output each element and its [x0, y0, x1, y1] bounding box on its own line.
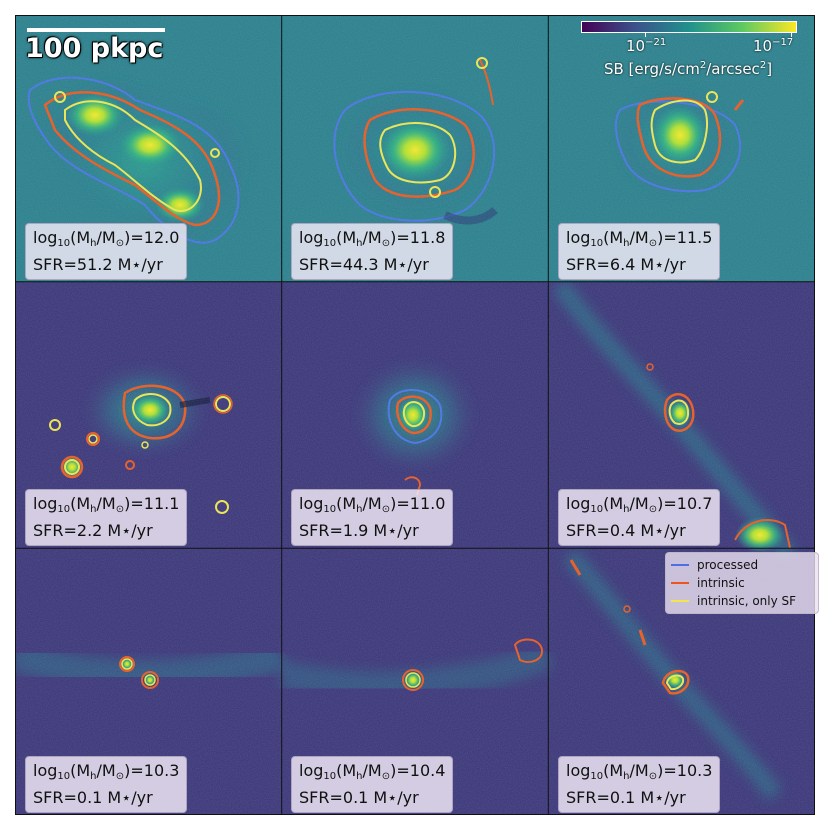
sfr-label: SFR=0.1 M⋆/yr	[33, 788, 153, 807]
legend-label: processed	[697, 558, 759, 572]
panel-label-4: log10(Mh/M⊙)=11.1 SFR=2.2 M⋆/yr	[25, 489, 188, 546]
colorbar-tick	[645, 32, 646, 37]
halo-mass-label: log10(Mh/M⊙)=12.0	[33, 228, 180, 249]
panel-label-1: log10(Mh/M⊙)=12.0 SFR=51.2 M⋆/yr	[25, 223, 188, 280]
halo-mass-label: log10(Mh/M⊙)=11.5	[566, 228, 713, 249]
panel-label-3: log10(Mh/M⊙)=11.5 SFR=6.4 M⋆/yr	[558, 223, 721, 280]
sfr-label: SFR=44.3 M⋆/yr	[299, 255, 429, 274]
colorbar	[581, 21, 797, 33]
sfr-label: SFR=0.1 M⋆/yr	[566, 788, 686, 807]
legend-item-intrinsic: intrinsic	[671, 574, 813, 592]
legend-label: intrinsic	[697, 576, 745, 590]
legend-swatch	[671, 600, 689, 602]
halo-mass-label: log10(Mh/M⊙)=11.8	[299, 228, 446, 249]
sfr-label: SFR=51.2 M⋆/yr	[33, 255, 163, 274]
sfr-label: SFR=6.4 M⋆/yr	[566, 255, 686, 274]
sfr-label: SFR=0.1 M⋆/yr	[299, 788, 419, 807]
panel-label-7: log10(Mh/M⊙)=10.3 SFR=0.1 M⋆/yr	[25, 756, 188, 813]
halo-mass-label: log10(Mh/M⊙)=11.0	[299, 494, 446, 515]
halo-mass-label: log10(Mh/M⊙)=10.3	[566, 761, 713, 782]
map-image	[15, 15, 815, 815]
halo-mass-label: log10(Mh/M⊙)=10.3	[33, 761, 180, 782]
panel-label-6: log10(Mh/M⊙)=10.7 SFR=0.4 M⋆/yr	[558, 489, 721, 546]
colorbar-title: SB [erg/s/cm2/arcsec2]	[603, 60, 773, 78]
halo-mass-label: log10(Mh/M⊙)=10.7	[566, 494, 713, 515]
halo-mass-label: log10(Mh/M⊙)=10.4	[299, 761, 446, 782]
legend: processed intrinsic intrinsic, only SF	[665, 552, 819, 614]
colorbar-tick-label-high: 10−17	[753, 37, 794, 55]
legend-swatch	[671, 582, 689, 584]
sfr-label: SFR=2.2 M⋆/yr	[33, 521, 153, 540]
sfr-label: SFR=1.9 M⋆/yr	[299, 521, 419, 540]
scale-bar-label: 100 pkpc	[25, 33, 164, 64]
scale-bar	[27, 28, 165, 32]
legend-item-intrinsic-sf: intrinsic, only SF	[671, 592, 813, 610]
legend-item-processed: processed	[671, 556, 813, 574]
panel-label-5: log10(Mh/M⊙)=11.0 SFR=1.9 M⋆/yr	[291, 489, 454, 546]
panel-grid: 100 pkpc 10−21 10−17 SB [erg/s/cm2/arcse…	[15, 15, 819, 815]
panel-label-8: log10(Mh/M⊙)=10.4 SFR=0.1 M⋆/yr	[291, 756, 454, 813]
colorbar-tick	[791, 32, 792, 37]
sfr-label: SFR=0.4 M⋆/yr	[566, 521, 686, 540]
panel-label-9: log10(Mh/M⊙)=10.3 SFR=0.1 M⋆/yr	[558, 756, 721, 813]
colorbar-tick-label-low: 10−21	[626, 37, 667, 55]
legend-label: intrinsic, only SF	[697, 594, 797, 608]
halo-mass-label: log10(Mh/M⊙)=11.1	[33, 494, 180, 515]
legend-swatch	[671, 564, 689, 566]
panel-label-2: log10(Mh/M⊙)=11.8 SFR=44.3 M⋆/yr	[291, 223, 454, 280]
